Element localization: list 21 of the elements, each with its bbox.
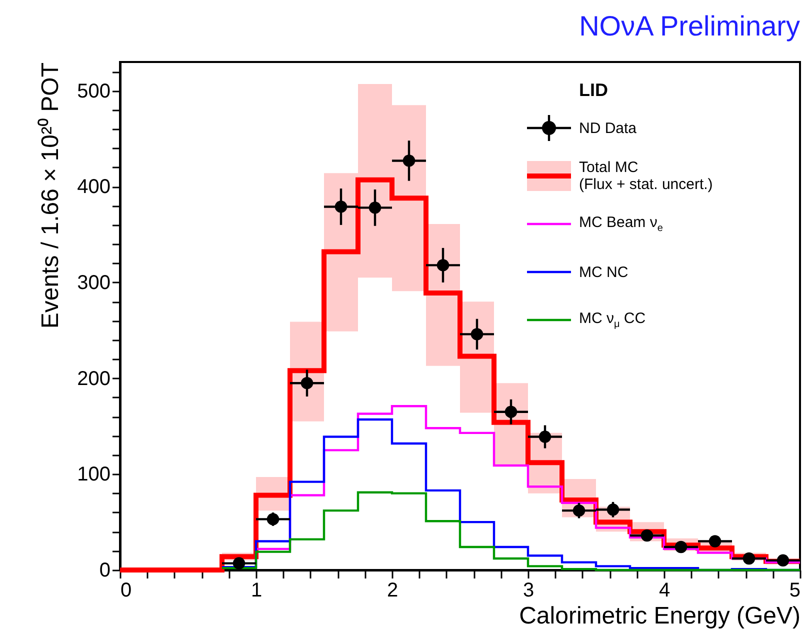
x-axis-title: Calorimetric Energy (GeV)	[519, 602, 800, 630]
x-tick-label: 4	[658, 580, 670, 602]
legend-title: LID	[579, 80, 609, 101]
x-tick-label: 0	[120, 580, 132, 602]
chart-title: NOνA Preliminary	[579, 10, 800, 42]
y-tick-label: 400	[77, 176, 110, 198]
legend-label: MC Beam ν$_{e}$	[579, 214, 663, 234]
y-tick-label: 0	[99, 560, 110, 582]
y-tick-label: 500	[77, 80, 110, 102]
legend-label: MC ν$_{μ}$ CC	[579, 310, 646, 330]
legend-label: Total MC (Flux + stat. uncert.)	[579, 159, 713, 193]
y-tick-label: 200	[77, 368, 110, 390]
legend-label: ND Data	[579, 120, 637, 136]
y-tick-label: 300	[77, 272, 110, 294]
x-tick-label: 5	[789, 580, 800, 602]
legend-label: MC NC	[579, 264, 628, 280]
x-tick-label: 3	[522, 580, 534, 602]
x-tick-label: 2	[386, 580, 398, 602]
y-axis-title: Events / 1.66 × 10²⁰ POT	[37, 62, 64, 329]
y-tick-label: 100	[77, 464, 110, 486]
x-tick-label: 1	[250, 580, 262, 602]
